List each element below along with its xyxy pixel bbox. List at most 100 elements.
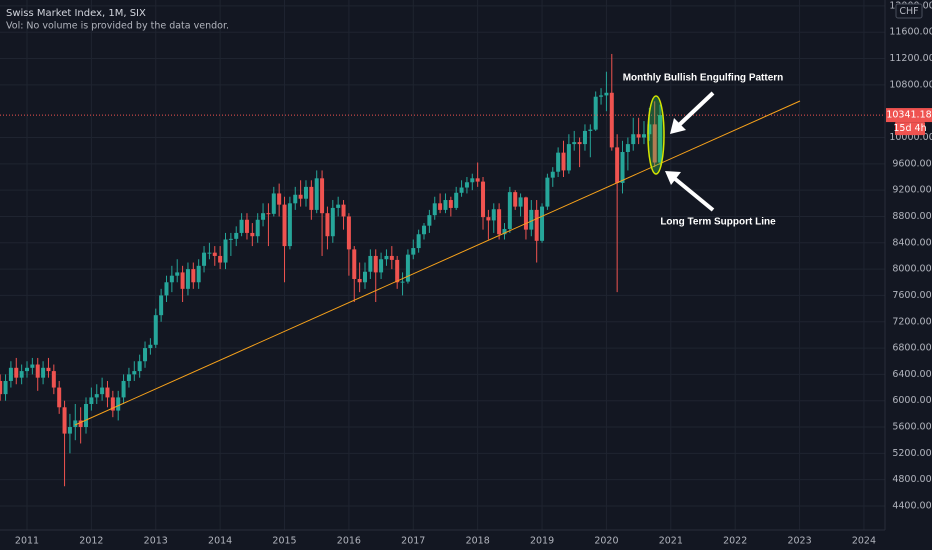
x-tick-label: 2019	[530, 536, 554, 547]
candle-body	[368, 255, 373, 272]
last-price-label: 10341.18	[886, 110, 931, 121]
candle-body	[325, 213, 330, 237]
candle-body	[153, 315, 158, 345]
candle-body	[196, 265, 201, 283]
chart-subtitle: Vol: No volume is provided by the data v…	[6, 21, 229, 32]
y-tick-label: 10000.00	[889, 132, 932, 143]
candle-body	[309, 186, 314, 210]
arrow-bottom	[665, 171, 715, 212]
x-tick-label: 2011	[15, 536, 39, 547]
candle-body	[62, 407, 67, 434]
y-tick-label: 6800.00	[892, 343, 931, 354]
candle-body	[148, 344, 153, 349]
x-tick-label: 2021	[659, 536, 683, 547]
candle-body	[314, 178, 319, 210]
candle-body	[234, 232, 239, 239]
candle-body	[411, 248, 416, 255]
candle-body	[486, 217, 491, 221]
y-tick-label: 7600.00	[892, 290, 931, 301]
candle-body	[636, 134, 641, 138]
candle-body	[432, 203, 437, 216]
candle-body	[513, 192, 518, 207]
x-tick-label: 2014	[208, 536, 232, 547]
arrow-head	[670, 118, 686, 134]
candle-body	[8, 367, 13, 381]
candle-body	[164, 282, 169, 296]
candle-body	[497, 209, 502, 235]
candle-body	[518, 197, 523, 207]
candle-body	[180, 272, 185, 289]
candle-body	[357, 278, 362, 283]
candle-body	[185, 269, 190, 289]
candle-body	[550, 171, 555, 178]
y-tick-label: 11200.00	[889, 53, 932, 64]
arrow-shaft	[676, 91, 715, 128]
support-line	[74, 100, 801, 426]
x-tick-label: 2013	[144, 536, 168, 547]
candle-body	[588, 129, 593, 131]
candle-body	[502, 228, 507, 235]
candle-body	[330, 207, 335, 237]
candle-body	[395, 259, 400, 283]
candle-body	[523, 197, 528, 230]
candle-body	[620, 151, 625, 183]
candle-body	[459, 187, 464, 193]
candle-body	[191, 269, 196, 283]
candle-body	[599, 95, 604, 97]
candle-body	[223, 239, 228, 263]
candle-body	[615, 147, 620, 183]
candle-body	[540, 206, 545, 241]
annotation: Long Term Support Line	[660, 217, 776, 228]
y-tick-label: 5600.00	[892, 422, 931, 433]
y-tick-label: 6000.00	[892, 395, 931, 406]
candle-body	[84, 403, 89, 428]
x-tick-label: 2022	[723, 536, 747, 547]
candle-body	[470, 178, 475, 183]
candle-body	[405, 254, 410, 282]
arrow-shaft	[672, 176, 715, 212]
candle-body	[609, 92, 614, 148]
candle-body	[212, 252, 217, 256]
y-tick-label: 8800.00	[892, 211, 931, 222]
candle-body	[298, 194, 303, 199]
candle-body	[132, 371, 137, 375]
candle-body	[0, 380, 3, 395]
candle-body	[454, 192, 459, 208]
candle-body	[41, 367, 46, 378]
candle-body	[320, 178, 325, 214]
candle-body	[384, 255, 389, 260]
x-tick-label: 2017	[401, 536, 425, 547]
candle-body	[78, 420, 83, 428]
x-tick-label: 2023	[787, 536, 811, 547]
candle-body	[110, 397, 115, 411]
candle-body	[287, 203, 292, 247]
candle-body	[143, 348, 148, 362]
candle-body	[239, 219, 244, 233]
pattern-highlight	[647, 95, 665, 175]
candles	[0, 53, 885, 487]
candle-body	[652, 124, 657, 163]
last-price-box	[886, 108, 932, 123]
candle-body	[346, 216, 351, 250]
candle-body	[277, 193, 282, 205]
candle-body	[647, 124, 652, 135]
candle-body	[73, 420, 78, 428]
candle-body	[641, 134, 646, 138]
candle-body	[116, 397, 121, 411]
countdown-label: 15d 4h	[893, 123, 926, 134]
x-tick-label: 2015	[272, 536, 296, 547]
candle-body	[572, 142, 577, 145]
chart-title: Swiss Market Index, 1M, SIX	[6, 8, 146, 19]
candle-body	[545, 177, 550, 207]
candle-body	[400, 281, 405, 283]
candle-body	[57, 387, 62, 408]
candle-body	[228, 238, 233, 240]
candle-body	[362, 271, 367, 283]
candle-body	[35, 364, 40, 378]
candle-body	[373, 255, 378, 273]
candle-body	[250, 232, 255, 237]
